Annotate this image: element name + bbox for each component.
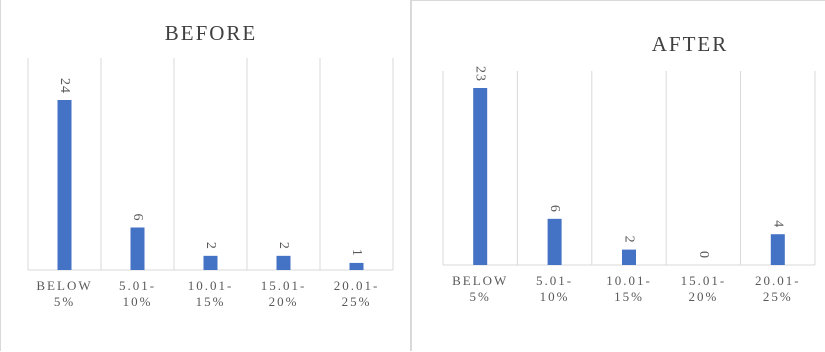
bar (547, 218, 562, 265)
data-label: 2 (203, 242, 218, 250)
chart-panel-before: BEFORE 24 BELOW 5% 6 5.01- 10% 2 10.01- 15% 2 15.0… (0, 0, 411, 351)
bar (130, 227, 145, 270)
x-tick-label: 20.01- (755, 273, 801, 288)
x-tick-label: 25% (342, 294, 372, 309)
x-tick-label: 15% (196, 294, 226, 309)
data-label: 24 (57, 78, 72, 94)
bar (203, 255, 218, 270)
x-tick-label: 15% (614, 289, 644, 304)
x-tick-label: 15.01- (681, 273, 727, 288)
x-tick-label: 10.01- (606, 273, 652, 288)
x-tick-label: 15.01- (261, 278, 307, 293)
bar (57, 100, 72, 270)
data-label: 2 (276, 242, 291, 250)
bar (770, 234, 785, 265)
data-label: 4 (770, 220, 785, 228)
x-tick-label: BELOW (452, 273, 508, 288)
x-tick-label: BELOW (36, 278, 92, 293)
data-label: 1 (349, 249, 364, 257)
x-tick-label: 5.01- (536, 273, 573, 288)
data-label: 6 (130, 214, 145, 222)
data-label: 6 (547, 205, 562, 213)
x-tick-label: 10% (540, 289, 570, 304)
x-tick-label: 20% (269, 294, 299, 309)
bar (473, 88, 488, 265)
data-label: 23 (473, 66, 488, 82)
bar (349, 262, 364, 270)
data-label: 0 (696, 251, 711, 259)
chart-panel-after: AFTER 23 BELOW 5% 6 5.01- 10% 2 10.01- 15% 0 15.01… (411, 0, 825, 351)
data-label: 2 (622, 236, 637, 244)
x-tick-label: 20.01- (334, 278, 380, 293)
x-tick-label: 5% (54, 294, 75, 309)
x-tick-label: 5.01- (119, 278, 156, 293)
x-tick-label: 10% (123, 294, 153, 309)
bar (622, 249, 636, 265)
chart-title: BEFORE (165, 21, 258, 45)
x-tick-label: 10.01- (188, 278, 234, 293)
x-tick-label: 25% (763, 289, 793, 304)
x-tick-label: 5% (470, 289, 491, 304)
x-tick-label: 20% (688, 289, 718, 304)
bar (276, 255, 291, 270)
chart-title: AFTER (652, 32, 729, 56)
